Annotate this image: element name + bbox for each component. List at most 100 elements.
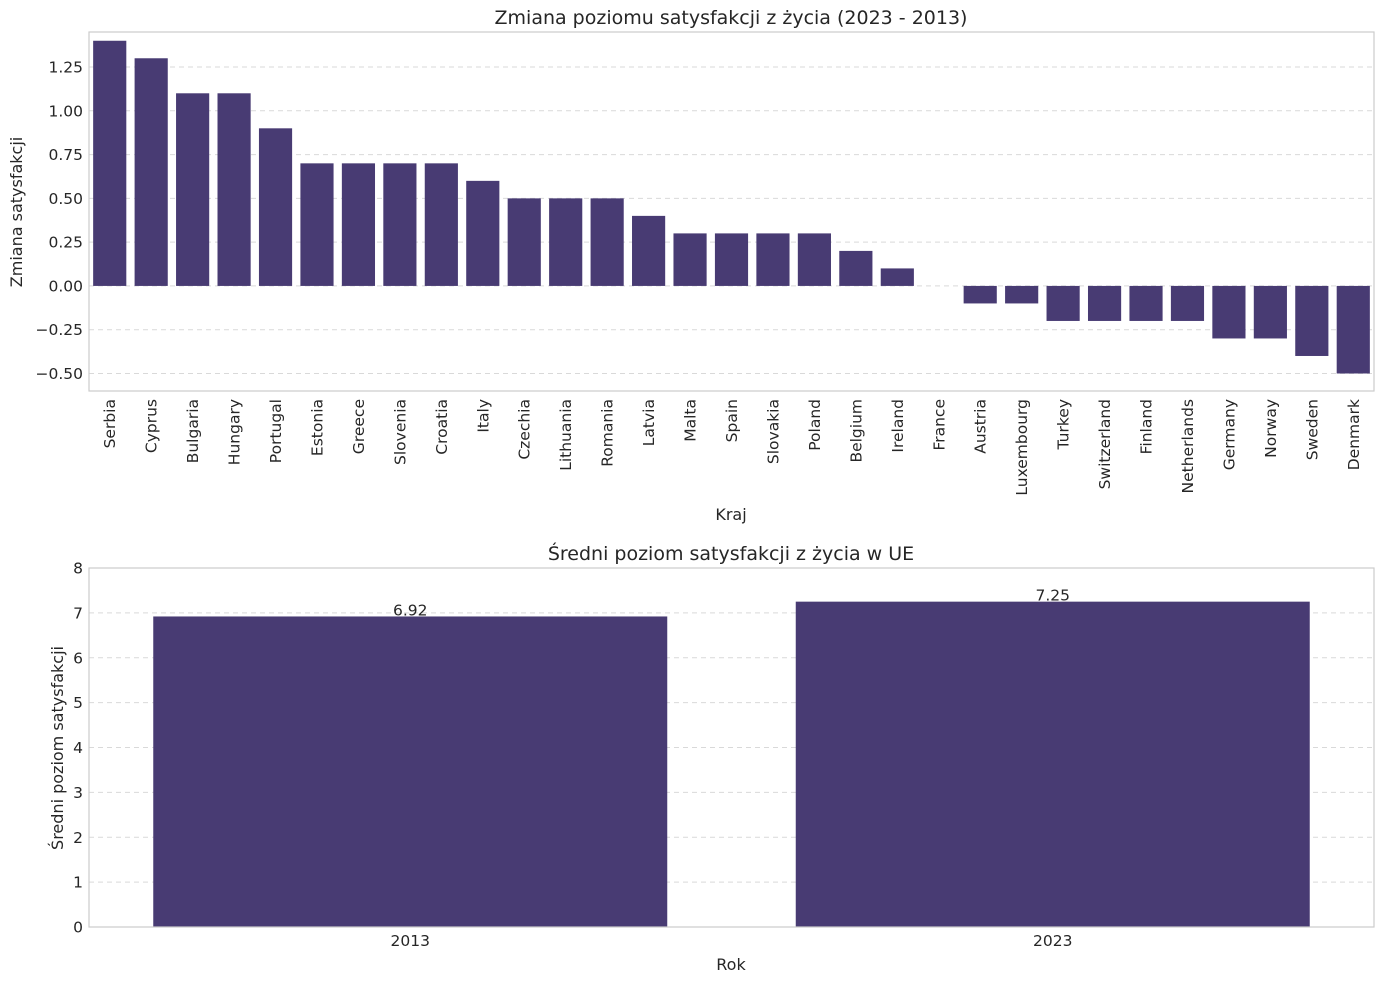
average-chart-y-ticks: 0 1 2 3 4 5 6 7 8 (73, 560, 83, 937)
change-chart-y-tick-label: 0.00 (48, 277, 83, 295)
average-chart-y-tick-label: 4 (73, 739, 83, 757)
average-chart-y-tick-label: 1 (73, 874, 83, 892)
change-chart-bar (93, 40, 127, 286)
change-chart-bar (632, 215, 666, 286)
change-chart-bar (424, 163, 458, 286)
change-chart-x-tick-label: Slovenia (391, 399, 409, 465)
change-chart-x-tick-label: Estonia (308, 399, 326, 456)
change-chart-y-tick-label: 0.75 (48, 146, 83, 164)
change-chart-y-label: Zmiana satysfakcji (7, 137, 26, 287)
change-chart-bar (756, 233, 790, 286)
average-chart-x-label: Rok (716, 955, 746, 974)
change-chart-y-tick-label: 0.25 (48, 234, 83, 252)
change-chart-bar (466, 180, 500, 286)
average-chart-x-tick-label: 2023 (1033, 932, 1072, 950)
change-chart-bar (673, 233, 707, 286)
change-chart-x-tick-label: Slovakia (764, 399, 782, 464)
change-chart-x-tick-label: Italy (474, 399, 492, 433)
change-chart-x-tick-label: Hungary (226, 399, 244, 465)
average-chart-y-label: Średni poziom satysfakcji (48, 646, 67, 850)
change-chart-x-tick-label: Belgium (847, 399, 865, 463)
change-chart-bar (217, 93, 251, 286)
change-chart-bar (797, 233, 831, 286)
change-chart-y-tick-label: 1.00 (48, 102, 83, 120)
change-chart-bar (963, 285, 997, 304)
change-chart-x-tick-label: Bulgaria (184, 399, 202, 463)
change-chart-bars (93, 40, 1370, 374)
change-chart-x-tick-label: Czechia (516, 399, 534, 460)
average-chart-y-tick-label: 3 (73, 784, 83, 802)
change-chart-y-tick-label: 0.50 (48, 190, 83, 208)
change-chart-title: Zmiana poziomu satysfakcji z życia (2023… (495, 7, 968, 29)
change-chart-x-tick-label: Latvia (640, 399, 658, 446)
change-chart-x-tick-label: Turkey (1055, 399, 1073, 450)
average-chart-data-label: 7.25 (1035, 587, 1070, 605)
change-chart-bar (1087, 285, 1122, 321)
change-chart-bar (300, 163, 334, 286)
change-chart-x-tick-label: Ireland (889, 399, 907, 453)
average-chart-bar (795, 601, 1310, 927)
change-chart-bar (1336, 285, 1370, 374)
change-chart-x-tick-label: Luxembourg (1013, 399, 1031, 496)
change-chart-x-tick-label: Germany (1220, 399, 1238, 470)
change-chart-bar (1046, 285, 1080, 321)
change-chart-bar (383, 163, 417, 286)
change-chart-x-tick-label: Finland (1138, 399, 1156, 454)
change-chart-bar (549, 198, 583, 286)
change-chart-x-ticks: Serbia Cyprus Bulgaria Hungary Portugal Eston… (101, 399, 1363, 496)
change-chart-bar (341, 163, 376, 286)
change-chart-x-tick-label: Norway (1262, 399, 1280, 458)
average-chart-bar (153, 616, 668, 927)
average-chart-y-tick-label: 6 (73, 649, 83, 667)
change-chart-bar (1253, 285, 1287, 339)
average-chart-bars (153, 601, 1310, 927)
change-chart-x-label: Kraj (715, 505, 746, 524)
change-chart-y-ticks: −0.50 −0.25 0.00 0.25 0.50 0.75 1.00 1.25 (36, 59, 84, 383)
change-chart-x-tick-label: Serbia (101, 399, 119, 448)
change-chart-x-tick-label: Portugal (267, 399, 285, 463)
change-chart-x-tick-label: Cyprus (143, 399, 161, 453)
change-chart: Zmiana poziomu satysfakcji z życia (2023… (7, 7, 1375, 524)
average-chart-frame (88, 567, 1375, 928)
average-chart-data-label: 6.92 (393, 601, 428, 619)
change-chart-bar (176, 93, 210, 286)
change-chart-bar (258, 128, 293, 286)
average-chart-y-tick-label: 7 (73, 604, 83, 622)
average-chart-x-tick-label: 2013 (391, 932, 430, 950)
average-chart-data-labels: 6.92 7.25 (393, 587, 1070, 620)
change-chart-bar (1005, 285, 1039, 304)
average-chart-x-ticks: 2013 2023 (391, 932, 1073, 950)
change-chart-x-tick-label: Denmark (1345, 399, 1363, 470)
average-chart-title: Średni poziom satysfakcji z życia w UE (548, 541, 914, 565)
change-chart-x-tick-label: Austria (972, 399, 990, 454)
average-chart-y-tick-label: 8 (73, 560, 83, 578)
average-chart: Średni poziom satysfakcji z życia w UE 6… (48, 541, 1375, 974)
change-chart-x-tick-label: Switzerland (1096, 399, 1114, 489)
change-chart-bar (880, 268, 914, 286)
change-chart-x-tick-label: Lithuania (557, 399, 575, 471)
average-chart-y-tick-label: 2 (73, 829, 83, 847)
change-chart-x-tick-label: Greece (350, 399, 368, 454)
change-chart-x-tick-label: Croatia (433, 399, 451, 455)
change-chart-frame (88, 31, 1375, 392)
change-chart-bar (1170, 285, 1205, 321)
change-chart-bar (590, 198, 624, 286)
average-chart-grid (89, 612, 1374, 883)
change-chart-bar (839, 250, 873, 286)
change-chart-x-tick-label: Romania (599, 399, 617, 467)
average-chart-y-tick-label: 0 (73, 919, 83, 937)
change-chart-x-tick-label: Netherlands (1179, 399, 1197, 493)
average-chart-y-tick-label: 5 (73, 694, 83, 712)
change-chart-x-tick-label: Malta (682, 399, 700, 442)
change-chart-bar (134, 58, 168, 286)
change-chart-bar (1129, 285, 1163, 321)
change-chart-bar (1212, 285, 1246, 339)
change-chart-bar (714, 233, 749, 286)
change-chart-y-tick-label: −0.25 (36, 321, 84, 339)
change-chart-bar (507, 198, 541, 286)
change-chart-x-tick-label: Spain (723, 399, 741, 442)
change-chart-x-tick-label: Poland (806, 399, 824, 451)
change-chart-y-tick-label: 1.25 (48, 59, 83, 77)
change-chart-x-tick-label: France (930, 399, 948, 451)
